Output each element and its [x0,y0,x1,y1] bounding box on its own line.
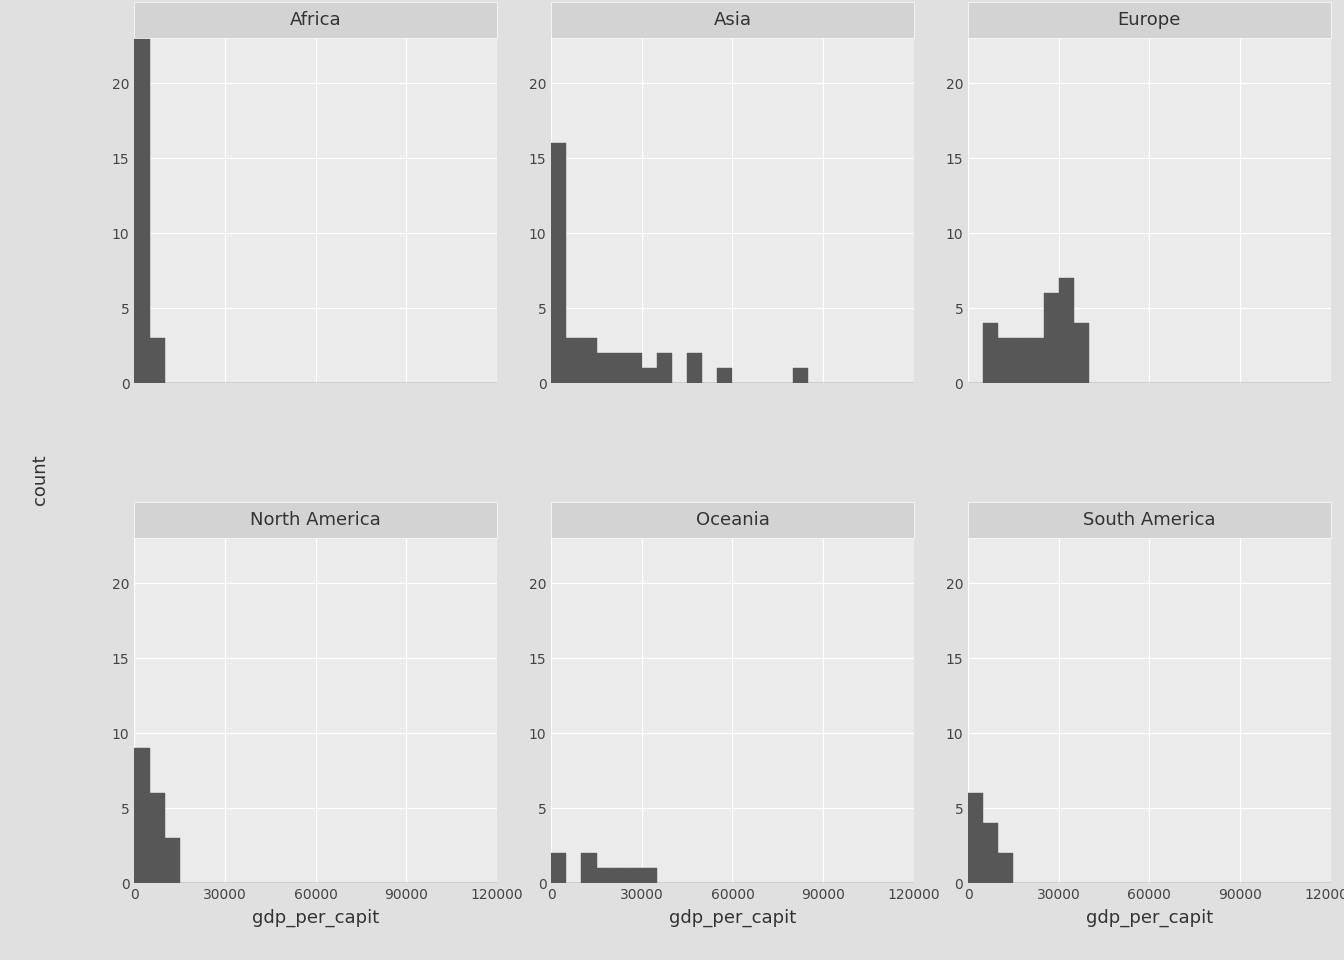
Bar [626,353,642,383]
Bar [597,353,612,383]
Bar [566,338,582,383]
Bar [718,369,732,383]
Bar [1028,338,1043,383]
Bar [657,353,672,383]
Bar [149,338,164,383]
Bar [134,0,149,383]
Text: Oceania: Oceania [696,511,769,529]
Bar [687,353,703,383]
Bar [626,868,642,883]
Text: count: count [31,455,50,505]
Text: Africa: Africa [290,12,341,29]
Bar [597,868,612,883]
Bar [612,353,626,383]
Bar [999,338,1013,383]
Text: South America: South America [1083,511,1215,529]
Text: North America: North America [250,511,380,529]
Bar [551,853,566,883]
Bar [1074,324,1089,383]
Bar [984,824,999,883]
Bar [642,868,657,883]
Bar [612,868,626,883]
Bar [1059,278,1074,383]
X-axis label: gdp_per_capit: gdp_per_capit [253,909,379,927]
X-axis label: gdp_per_capit: gdp_per_capit [669,909,796,927]
Bar [149,793,164,883]
X-axis label: gdp_per_capit: gdp_per_capit [1086,909,1212,927]
Bar [999,853,1013,883]
Bar [551,143,566,383]
Bar [1043,293,1059,383]
Bar [984,324,999,383]
Bar [134,748,149,883]
Text: Asia: Asia [714,12,751,29]
Bar [582,338,597,383]
Bar [968,793,984,883]
Bar [582,853,597,883]
Bar [164,838,180,883]
Bar [1013,338,1028,383]
Bar [793,369,808,383]
Text: Europe: Europe [1118,12,1181,29]
Bar [642,369,657,383]
